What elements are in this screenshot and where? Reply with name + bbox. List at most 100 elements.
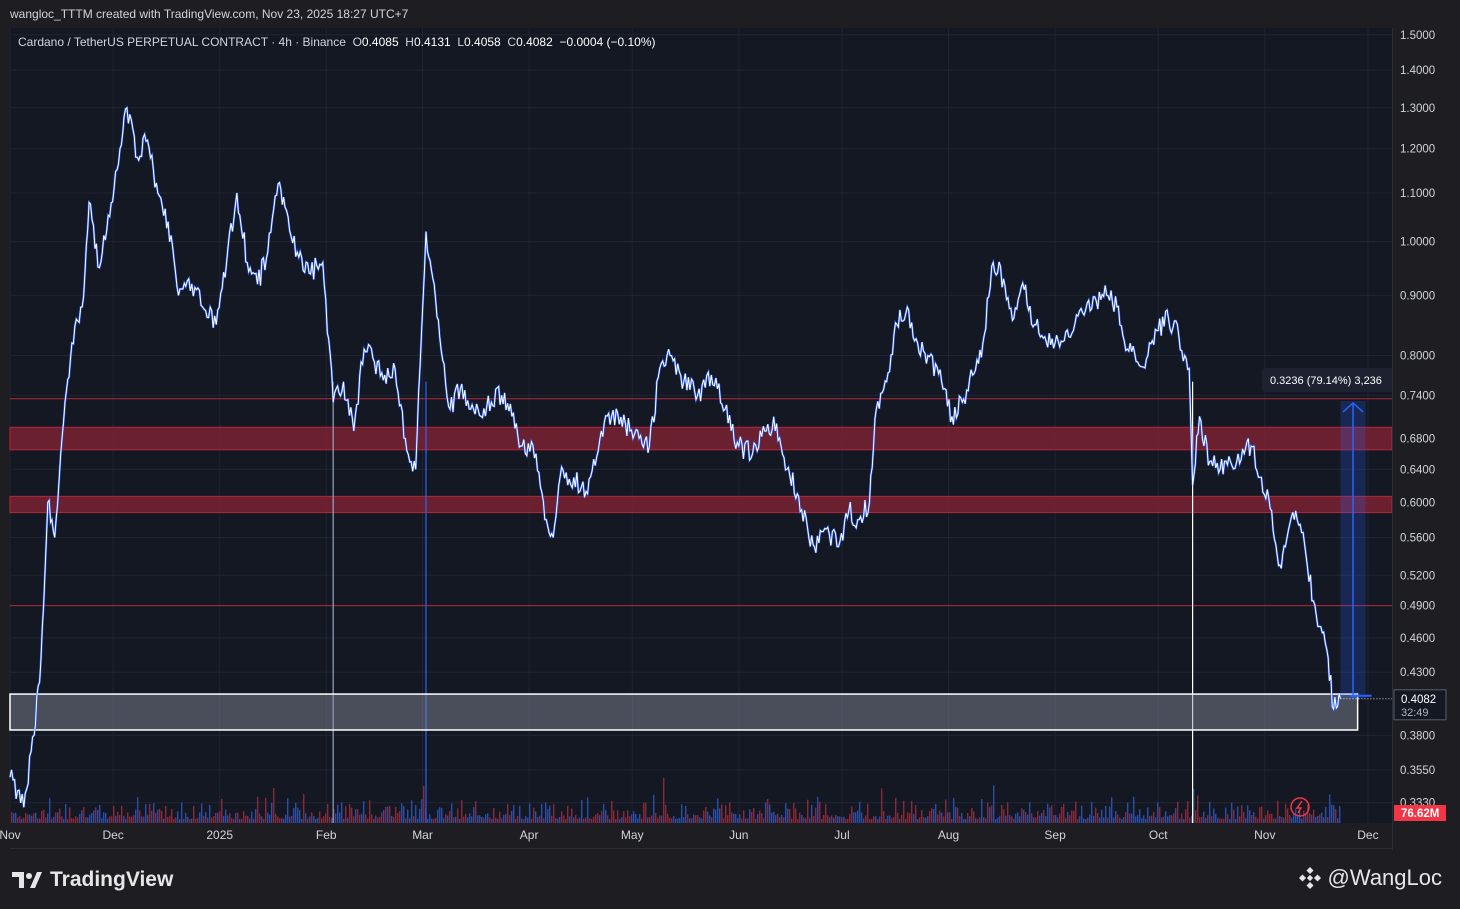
volume-bar	[265, 797, 267, 823]
price-axis-border	[1392, 28, 1393, 850]
volume-bar	[1065, 817, 1067, 823]
price-tick-label: 0.7400	[1400, 390, 1435, 402]
volume-bar	[341, 802, 343, 823]
volume-bar	[77, 817, 79, 823]
volume-bar	[805, 818, 807, 823]
volume-bar	[1007, 802, 1009, 823]
volume-bar	[83, 807, 85, 823]
volume-bar	[1051, 805, 1053, 823]
volume-bar	[1113, 817, 1115, 823]
volume-bar	[835, 814, 837, 823]
volume-bar	[1259, 807, 1261, 823]
volume-bar	[1121, 818, 1123, 823]
volume-bar	[15, 812, 17, 823]
volume-bar	[473, 807, 475, 823]
volume-bar	[577, 818, 579, 823]
volume-bar	[127, 812, 129, 823]
volume-bar	[125, 818, 127, 823]
volume-bar	[1017, 812, 1019, 823]
volume-bar	[131, 816, 133, 823]
volume-bar	[157, 809, 159, 823]
volume-bar	[837, 816, 839, 823]
volume-bar	[765, 802, 767, 823]
author-name: @WangLoc	[1327, 865, 1442, 890]
volume-bar	[499, 811, 501, 823]
volume-bar	[1263, 818, 1265, 823]
volume-bar	[253, 818, 255, 823]
volume-bar	[969, 816, 971, 823]
time-tick-label: Jul	[834, 828, 849, 842]
price-tick-label: 0.8000	[1400, 350, 1435, 362]
volume-bar	[813, 815, 815, 823]
volume-bar	[1191, 815, 1193, 823]
volume-bar	[229, 813, 231, 823]
volume-bar	[647, 817, 649, 823]
volume-bar	[707, 811, 709, 823]
volume-bars	[11, 777, 1341, 823]
volume-bar	[323, 816, 325, 823]
volume-bar	[501, 818, 503, 823]
volume-bar	[1031, 813, 1033, 823]
volume-bar	[881, 788, 883, 823]
volume-bar	[721, 804, 723, 823]
volume-bar	[1185, 809, 1187, 823]
volume-bar	[479, 815, 481, 823]
volume-bar	[1255, 816, 1257, 823]
volume-bar	[1099, 817, 1101, 823]
volume-bar	[97, 809, 99, 823]
volume-bar	[439, 807, 441, 823]
volume-bar	[1249, 810, 1251, 823]
high-label: H	[405, 35, 414, 49]
tradingview-logo[interactable]: TradingView	[12, 868, 173, 892]
volume-bar	[1287, 808, 1289, 823]
volume-bar	[1175, 807, 1177, 823]
volume-bar	[613, 810, 615, 823]
volume-bar	[1265, 815, 1267, 823]
volume-bar	[55, 812, 57, 823]
volume-bar	[761, 813, 763, 823]
volume-bar	[71, 818, 73, 823]
price-tick-label: 1.5000	[1400, 30, 1435, 42]
volume-bar	[461, 800, 463, 823]
volume-bar	[981, 798, 983, 823]
volume-bar	[241, 818, 243, 823]
volume-bar	[1117, 814, 1119, 823]
volume-bar	[437, 809, 439, 823]
volume-bar	[1137, 815, 1139, 823]
volume-bar	[1055, 815, 1057, 823]
volume-bar	[109, 816, 111, 823]
volume-bar	[1165, 811, 1167, 823]
volume-bar	[215, 812, 217, 823]
last-price-label: 0.4082	[1401, 694, 1436, 706]
price-tick-label: 1.3000	[1400, 103, 1435, 115]
volume-label: 76.62M	[1401, 808, 1439, 820]
volume-bar	[525, 816, 527, 823]
volume-bar	[361, 813, 363, 823]
volume-bar	[339, 812, 341, 823]
volume-bar	[693, 814, 695, 823]
volume-bar	[717, 798, 719, 823]
volume-bar	[59, 808, 61, 823]
volume-bar	[701, 818, 703, 823]
volume-bar	[61, 816, 63, 823]
volume-bar	[1131, 813, 1133, 823]
volume-bar	[729, 802, 731, 823]
replay-icon	[1290, 797, 1310, 817]
volume-bar	[567, 805, 569, 823]
volume-bar	[187, 816, 189, 823]
price-tick-label: 0.5600	[1400, 532, 1435, 544]
volume-bar	[851, 806, 853, 823]
volume-bar	[41, 810, 43, 823]
volume-bar	[691, 818, 693, 823]
volume-bar	[1307, 804, 1309, 823]
chart-pane[interactable]	[10, 28, 1392, 823]
volume-bar	[815, 807, 817, 823]
price-chart[interactable]: 0.3236 (79.14%) 3,236 1.5000 1.4000 1.3000 1…	[0, 0, 1460, 850]
volume-bar	[627, 810, 629, 823]
volume-bar	[833, 817, 835, 823]
volume-bar	[1211, 816, 1213, 823]
volume-bar	[179, 818, 181, 823]
volume-bar	[1145, 818, 1147, 823]
volume-bar	[1183, 818, 1185, 823]
volume-bar	[73, 818, 75, 823]
